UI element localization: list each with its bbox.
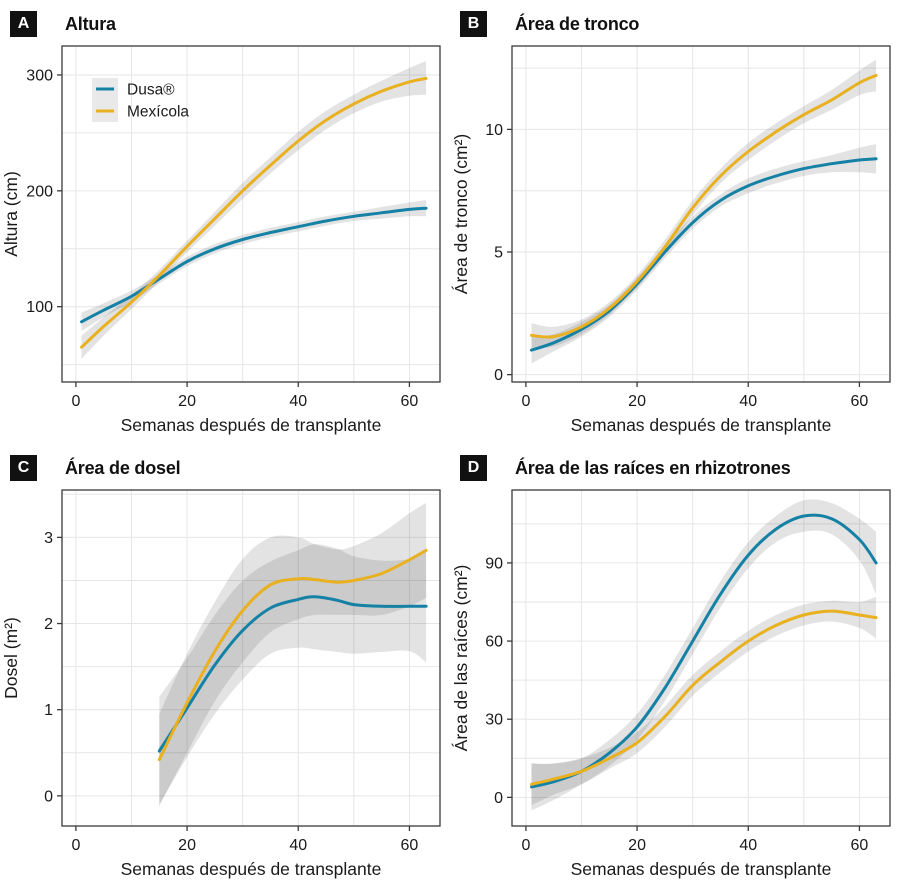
y-tick-label: 0 [44,788,53,805]
gridlines [62,490,440,826]
panel-tag-d: D [460,455,487,481]
x-tick-label: 40 [739,837,757,854]
panel-tag-a: A [10,11,37,37]
confidence-band-mexcola [81,61,427,359]
y-tick-label: 1 [44,702,53,719]
series-line-dusa [157,595,428,753]
plot-border [61,45,441,383]
y-tick-label: 90 [485,555,503,572]
panel-tag-c: C [10,455,37,481]
plot-background [512,490,890,826]
x-tick-label: 40 [289,393,307,410]
plot-border [61,489,441,827]
y-tick-label: 0 [494,367,503,384]
series-line-mexcola [530,609,878,786]
series-line-mexcola [530,73,878,339]
x-tick-label: 60 [401,393,419,410]
y-axis-title: Dosel (m²) [1,617,21,699]
x-tick-label: 60 [401,837,419,854]
x-tick-label: 0 [71,393,80,410]
x-tick-label: 60 [851,393,869,410]
y-tick-label: 3 [44,530,53,547]
y-tick-label: 300 [26,67,53,84]
panel-header: B Área de tronco [450,0,900,40]
axes: 0 20 40 60 100 200 300 [26,67,418,410]
legend: Dusa® Mexícola [92,78,189,122]
legend-label: Dusa® [127,82,175,99]
panel-title-area-tronco: Área de tronco [515,13,640,34]
x-axis-title: Semanas después de transplante [121,859,382,879]
y-tick-label: 2 [44,616,53,633]
panel-area-raices: D Área de las raíces en rhizotrones 0 20 4… [450,444,900,888]
confidence-band-dusa [81,200,427,331]
panel-tag-b: B [460,11,487,37]
x-tick-label: 20 [178,837,196,854]
x-tick-label: 20 [178,393,196,410]
panel-header: A Altura [0,0,450,40]
axes: 0 20 40 60 0 1 2 3 [44,530,418,854]
legend-label: Mexícola [127,104,189,121]
panel-area-tronco: B Área de tronco 0 20 40 60 0 5 10 Semanas desp… [450,0,900,444]
x-tick-label: 20 [628,393,646,410]
y-tick-label: 0 [494,790,503,807]
x-axis-title: Semanas después de transplante [571,859,832,879]
confidence-band-mexcola [531,59,877,348]
chart-canvas-area-tronco: 0 20 40 60 0 5 10 Semanas después de transplant… [451,45,891,435]
y-axis-title: Área de tronco (cm²) [451,134,471,294]
plot-border [511,489,891,827]
panel-altura: A Altura 0 20 40 60 100 200 300 Semanas después… [0,0,450,444]
panel-title-altura: Altura [65,13,116,34]
y-tick-label: 100 [26,299,53,316]
y-tick-label: 200 [26,183,53,200]
y-axis-title: Área de las raíces (cm²) [451,565,471,752]
gridlines [512,46,890,382]
y-axis-title: Altura (cm) [1,171,21,257]
plot-border [511,45,891,383]
confidence-band-dusa [531,499,877,811]
y-tick-label: 5 [494,245,503,262]
axes: 0 20 40 60 0 5 10 [485,122,868,410]
chart-canvas-area-raices: 0 20 40 60 0 30 60 90 Semanas después de transpl… [451,489,891,879]
x-tick-label: 20 [628,837,646,854]
series-layer [80,61,428,359]
series-line-mexcola [157,548,428,762]
series-layer [530,499,878,811]
axes: 0 20 40 60 0 30 60 90 [485,555,868,854]
chart-canvas-area-dosel: 0 20 40 60 0 1 2 3 Semanas después de transplant… [1,489,441,879]
x-tick-label: 0 [521,393,530,410]
panel-area-dosel: C Área de dosel 0 20 40 60 0 1 2 3 Semanas despu… [0,444,450,888]
x-tick-label: 40 [739,393,757,410]
y-tick-label: 30 [485,712,503,729]
x-tick-label: 0 [71,837,80,854]
panel-header: D Área de las raíces en rhizotrones [450,444,900,484]
y-tick-label: 60 [485,634,503,651]
series-layer [530,59,878,364]
x-axis-title: Semanas después de transplante [571,415,832,435]
confidence-band-dusa [159,544,427,805]
x-tick-label: 0 [521,837,530,854]
series-line-dusa [80,206,428,324]
panel-header: C Área de dosel [0,444,450,484]
series-line-mexcola [80,76,428,349]
series-layer [157,502,428,807]
panel-title-area-raices: Área de las raíces en rhizotrones [515,457,791,478]
confidence-band-dusa [531,144,877,364]
panel-title-area-dosel: Área de dosel [65,457,181,478]
chart-canvas-altura: 0 20 40 60 100 200 300 Semanas después de trans… [1,45,441,435]
x-tick-label: 40 [289,837,307,854]
y-tick-label: 10 [485,122,503,139]
series-line-dusa [530,157,878,352]
x-tick-label: 60 [851,837,869,854]
x-axis-title: Semanas después de transplante [121,415,382,435]
plot-background [62,490,440,826]
